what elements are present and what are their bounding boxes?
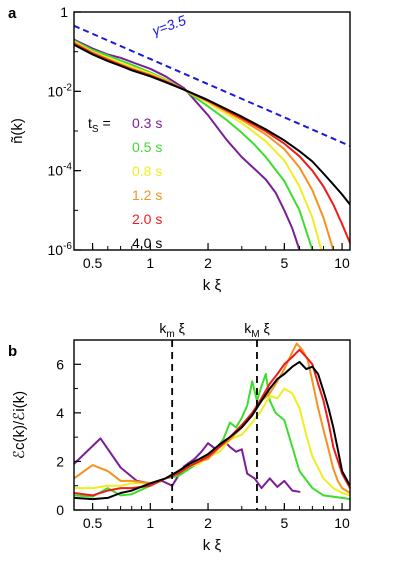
series-line-20s — [74, 42, 350, 244]
panel-label-a: a — [8, 5, 17, 22]
y-tick-label: 1 — [60, 4, 68, 20]
power-law-fit-line — [74, 24, 350, 147]
vline-label: km ξ — [159, 320, 185, 340]
series-line-12s — [74, 41, 335, 250]
power-law-fit-label: γ=3.5 — [150, 12, 188, 39]
legend-entry: 4.0 s — [132, 235, 162, 251]
x-tick-label: 0.5 — [83, 255, 103, 271]
y-tick-label: 10-6 — [48, 241, 73, 258]
x-tick-label: 1 — [146, 515, 154, 531]
x-axis-label: k ξ — [203, 277, 222, 294]
y-tick-label: 6 — [56, 356, 64, 372]
series-line-05s — [74, 373, 350, 501]
legend-entry: 0.3 s — [132, 115, 162, 131]
legend-entry: 1.2 s — [132, 187, 162, 203]
series-line-40s — [74, 360, 350, 501]
panel-label-b: b — [8, 343, 17, 360]
legend-title: tS = — [88, 115, 111, 135]
y-axis-label: ñ(k) — [9, 118, 26, 144]
x-tick-label: 10 — [334, 255, 350, 271]
y-tick-label: 4 — [56, 405, 64, 421]
y-tick-label: 2 — [56, 453, 64, 469]
series-line-08s — [74, 40, 323, 250]
x-tick-label: 2 — [204, 515, 212, 531]
legend-entry: 0.5 s — [132, 139, 162, 155]
y-tick-label: 10-2 — [48, 82, 73, 99]
x-tick-label: 2 — [204, 255, 212, 271]
panel-a: a 0.5 1 2 5 10 1 10-2 10-4 10-6 k ξ ñ(k) γ=3.5 tS = 0.… — [8, 4, 351, 294]
x-tick-label: 0.5 — [83, 515, 103, 531]
series-line-40s — [74, 43, 350, 206]
y-axis-label: ℰc(k)/ℰi(k) — [11, 391, 28, 459]
legend-entry: 0.8 s — [132, 163, 162, 179]
x-axis-label: k ξ — [203, 537, 222, 554]
x-tick-label: 10 — [334, 515, 350, 531]
panel-b: b 0.5 1 2 5 10 0 2 4 6 k ξ ℰc(k)/ℰi(k) km ξ kM ξ — [8, 320, 351, 554]
y-tick-label: 10-4 — [48, 162, 73, 179]
series-line-12s — [74, 342, 350, 494]
x-tick-label: 5 — [280, 255, 288, 271]
series-line-03s — [74, 38, 301, 250]
x-tick-label: 1 — [146, 255, 154, 271]
x-tick-label: 5 — [280, 515, 288, 531]
plot-frame — [73, 339, 351, 511]
series-line-20s — [74, 348, 350, 497]
series-line-08s — [74, 387, 350, 497]
vline-label: kM ξ — [244, 320, 270, 340]
y-tick-label: 0 — [56, 502, 64, 518]
plot-area-a — [74, 24, 350, 250]
series-line-05s — [74, 39, 314, 250]
plot-area-b — [74, 342, 350, 501]
legend-entry: 2.0 s — [132, 211, 162, 227]
plot-frame — [73, 11, 351, 251]
